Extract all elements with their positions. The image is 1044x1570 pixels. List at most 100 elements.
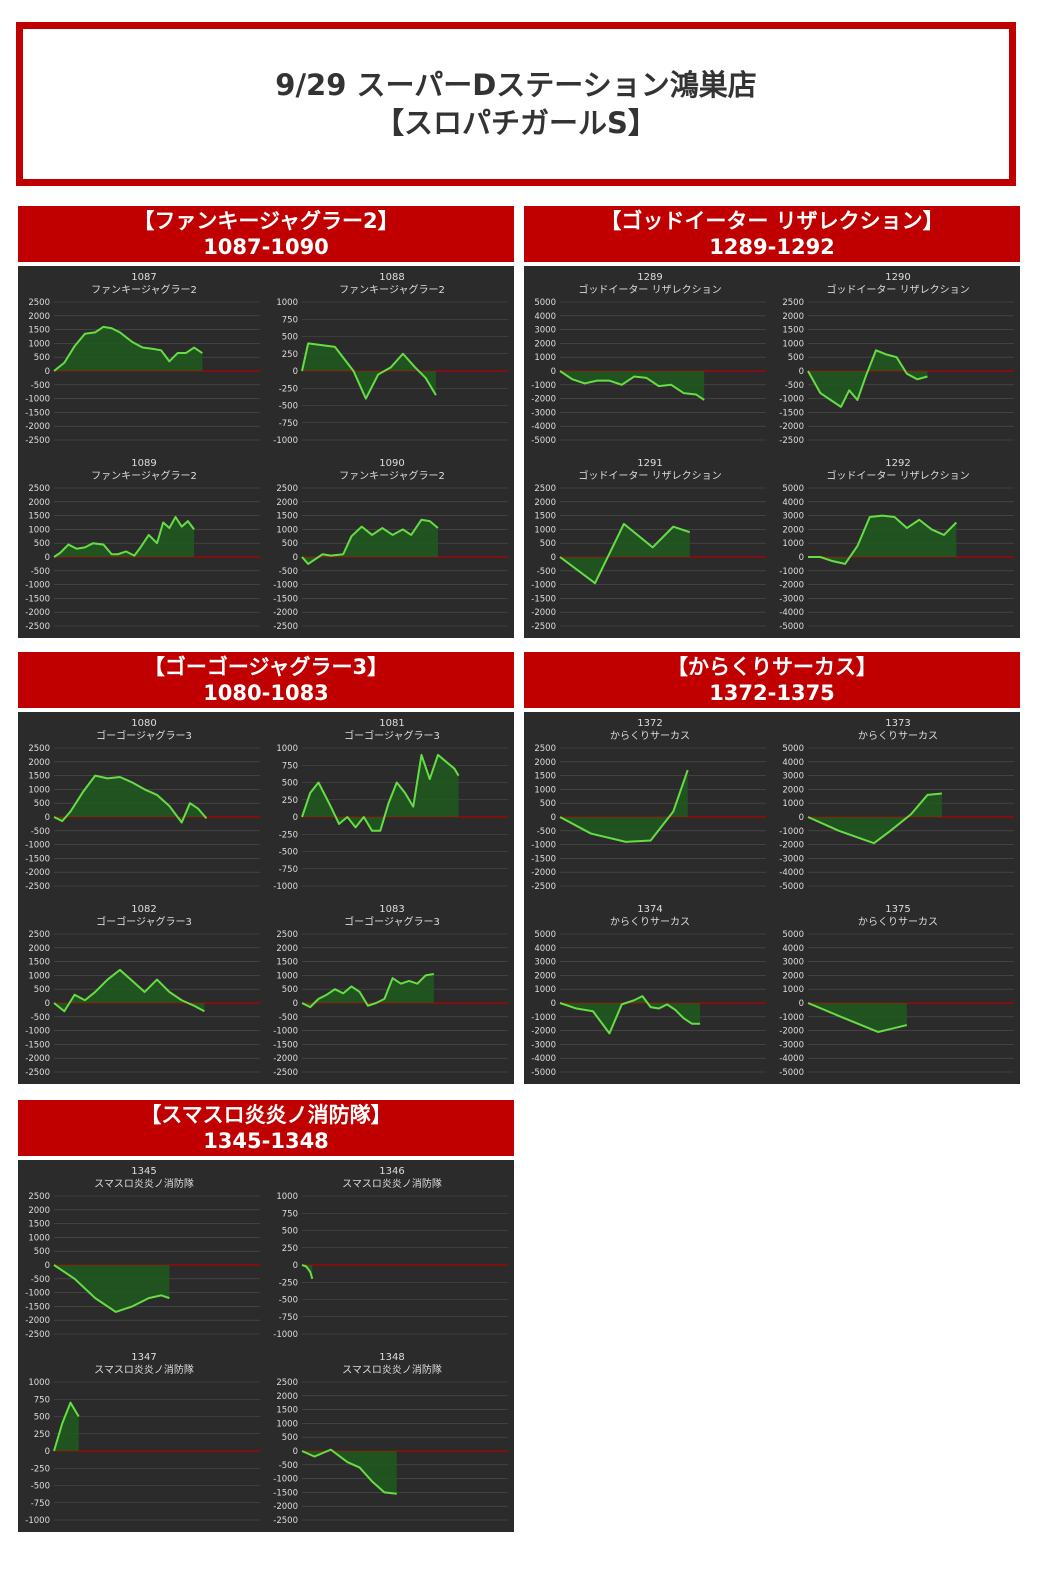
chart-number: 1289: [637, 272, 662, 283]
section-title: 【スマスロ炎炎ノ消防隊】: [140, 1103, 392, 1127]
y-tick-label: 500: [282, 985, 298, 995]
y-tick-label: -1500: [273, 1488, 298, 1498]
area-fill: [54, 775, 207, 823]
y-tick-label: -750: [279, 865, 298, 875]
y-tick-label: 2000: [276, 498, 298, 508]
y-tick-label: -5000: [779, 1068, 804, 1078]
section-karakuri-circus: 【からくりサーカス】 1372-1375 1372 からくりサーカス 2500 200…: [524, 652, 1020, 1084]
y-tick-label: 2500: [28, 1192, 50, 1202]
chart-number: 1291: [637, 458, 662, 469]
chart-number: 1080: [131, 718, 156, 729]
series-line: [807, 792, 942, 845]
y-tick-label: -1500: [25, 1040, 50, 1050]
y-tick-label: 1500: [28, 512, 50, 522]
y-tick-label: -2000: [531, 868, 556, 878]
chart-number: 1087: [131, 272, 156, 283]
chart-title: スマスロ炎炎ノ消防隊: [342, 1363, 442, 1376]
y-tick-label: -2000: [531, 1027, 556, 1037]
section-header: 【ファンキージャグラー2】 1087-1090: [18, 206, 514, 262]
chart-title: スマスロ炎炎ノ消防隊: [94, 1177, 194, 1190]
chart-title: ファンキージャグラー2: [91, 283, 197, 296]
y-tick-label: -250: [279, 830, 298, 840]
y-tick-label: -1500: [25, 594, 50, 604]
y-tick-label: 1500: [28, 772, 50, 782]
y-tick-label: -250: [31, 1464, 50, 1474]
chart-panel: 1372 からくりサーカス 2500 2000 1500 1000 500 0 -500 -100…: [524, 712, 1020, 1084]
y-tick-label: 0: [551, 553, 556, 563]
y-tick-label: -750: [279, 419, 298, 429]
y-tick-label: 0: [293, 1447, 298, 1457]
y-tick-label: 2500: [534, 484, 556, 494]
y-tick-label: -1500: [273, 1040, 298, 1050]
y-tick-label: -1000: [25, 581, 50, 591]
y-tick-label: -500: [31, 1482, 50, 1492]
y-tick-label: -3000: [779, 854, 804, 864]
section-title: 【からくりサーカス】: [667, 655, 877, 679]
chart-title: ゴーゴージャグラー3: [344, 915, 440, 928]
section-header: 【ゴーゴージャグラー3】 1080-1083: [18, 652, 514, 708]
y-tick-label: 500: [34, 539, 50, 549]
y-tick-label: -2000: [25, 422, 50, 432]
area-fill: [54, 1402, 79, 1451]
y-tick-label: -1000: [273, 1330, 298, 1340]
y-tick-label: -500: [537, 567, 556, 577]
y-tick-label: 0: [799, 999, 804, 1009]
y-tick-label: -2000: [531, 608, 556, 618]
series-line: [559, 522, 691, 585]
y-tick-label: -2500: [531, 882, 556, 892]
y-tick-label: 250: [282, 350, 298, 360]
chart-number: 1082: [131, 904, 156, 915]
y-tick-label: 4000: [534, 944, 556, 954]
y-tick-label: 5000: [782, 744, 804, 754]
y-tick-label: 500: [282, 1433, 298, 1443]
chart-panel: 1087 ファンキージャグラー2 2500 2000 1500 1000 500 0 -500-…: [18, 266, 514, 638]
series-line: [53, 968, 205, 1013]
y-tick-label: -2000: [779, 581, 804, 591]
y-tick-label: -1000: [273, 882, 298, 892]
y-tick-label: 2000: [534, 339, 556, 349]
chart-number: 1088: [379, 272, 404, 283]
chart-number: 1373: [885, 718, 910, 729]
y-tick-label: 500: [282, 779, 298, 789]
y-tick-label: 1000: [782, 799, 804, 809]
section-god-eater: 【ゴッドイーター リザレクション】 1289-1292 1289 ゴッドイーター …: [524, 206, 1020, 638]
y-tick-label: 0: [293, 813, 298, 823]
y-tick-label: 1000: [782, 539, 804, 549]
chart-number: 1292: [885, 458, 910, 469]
y-tick-label: -1500: [25, 854, 50, 864]
section-title: 【ファンキージャグラー2】: [133, 209, 399, 233]
area-fill: [808, 515, 957, 564]
chart-title: ゴッドイーター リザレクション: [826, 469, 969, 482]
y-tick-label: -1000: [531, 841, 556, 851]
series-line: [53, 325, 203, 372]
y-tick-label: 1000: [28, 785, 50, 795]
series-line: [301, 753, 460, 832]
y-tick-label: 0: [799, 813, 804, 823]
section-range: 1372-1375: [709, 681, 835, 705]
y-tick-label: -4000: [531, 1054, 556, 1064]
y-tick-label: 2500: [28, 930, 50, 940]
y-tick-label: 0: [45, 367, 50, 377]
y-tick-label: -250: [279, 1278, 298, 1288]
y-tick-label: 1000: [28, 971, 50, 981]
series-line: [559, 995, 701, 1035]
y-tick-label: -1000: [25, 1027, 50, 1037]
y-tick-label: 2000: [28, 758, 50, 768]
y-tick-label: -500: [279, 567, 298, 577]
y-tick-label: 2000: [534, 758, 556, 768]
header-subtitle: 【スロパチガールS】: [375, 106, 657, 140]
series-line: [53, 774, 208, 824]
y-tick-label: -2000: [273, 1502, 298, 1512]
chart-title: ゴーゴージャグラー3: [96, 729, 192, 742]
chart-number: 1348: [379, 1352, 404, 1363]
y-tick-label: 1000: [782, 339, 804, 349]
y-tick-label: -500: [31, 1013, 50, 1023]
y-tick-label: 750: [282, 761, 298, 771]
chart-title: ゴッドイーター リザレクション: [578, 469, 721, 482]
y-tick-label: 4000: [782, 758, 804, 768]
chart-panel: 1289 ゴッドイーター リザレクション 5000 4000 3000 2000 1000 0…: [524, 266, 1020, 638]
